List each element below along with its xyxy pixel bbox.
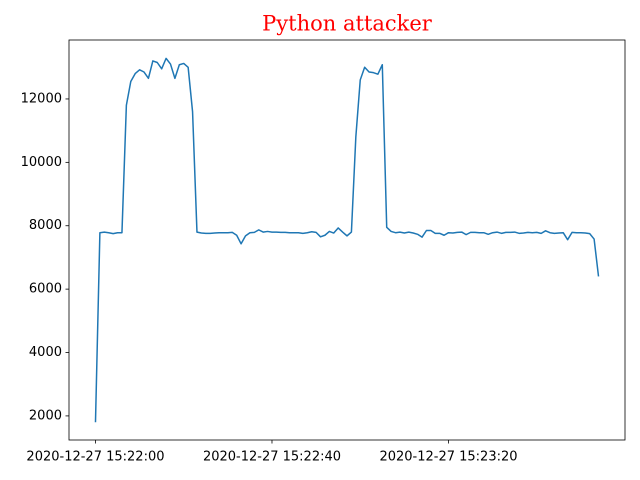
y-tick-label: 6000 — [29, 282, 62, 297]
chart-title: Python attacker — [262, 12, 433, 36]
y-tick-label: 8000 — [29, 218, 62, 233]
y-tick-label: 10000 — [21, 155, 62, 170]
x-tick-label: 2020-12-27 15:22:00 — [26, 450, 164, 465]
y-tick-label: 12000 — [21, 91, 62, 106]
y-tick-label: 4000 — [29, 345, 62, 360]
x-tick-label: 2020-12-27 15:23:20 — [379, 450, 517, 465]
x-tick-label: 2020-12-27 15:22:40 — [203, 450, 341, 465]
y-tick-label: 2000 — [29, 408, 62, 423]
line-series — [94, 57, 600, 423]
axes-frame — [68, 39, 626, 441]
